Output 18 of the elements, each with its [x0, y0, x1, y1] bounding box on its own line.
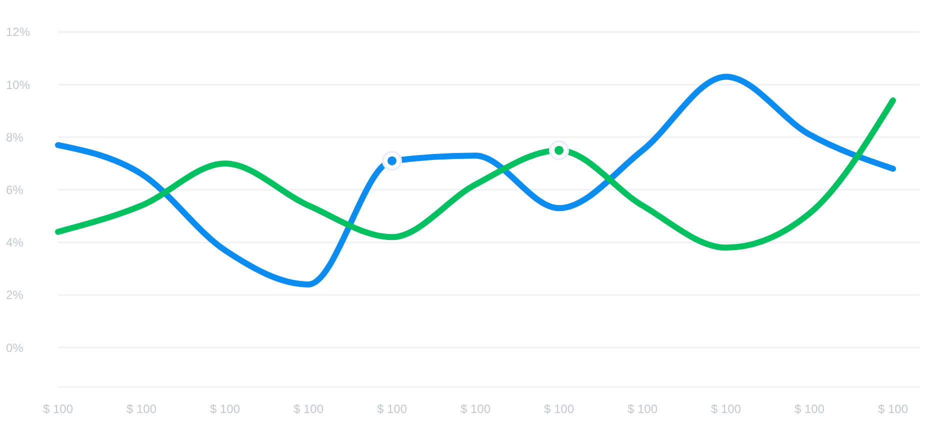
y-tick-label: 0%	[6, 340, 24, 355]
x-tick-label: $ 100	[293, 402, 324, 416]
x-tick-label: $ 100	[460, 402, 491, 416]
y-tick-label: 12%	[6, 25, 30, 40]
y-tick-label: 2%	[6, 288, 24, 302]
x-tick-label: $ 100	[794, 402, 825, 416]
x-tick-label: $ 100	[42, 402, 74, 416]
x-tick-label: $ 100	[627, 402, 658, 416]
x-tick-label: $ 100	[710, 402, 742, 416]
y-tick-label: 4%	[6, 236, 24, 250]
x-tick-label: $ 100	[210, 402, 240, 416]
x-tick-label: $ 100	[544, 402, 574, 416]
x-tick-label: $ 100	[126, 402, 157, 416]
y-tick-label: 6%	[6, 182, 24, 197]
x-tick-label: $ 100	[878, 402, 908, 416]
y-tick-label: 8%	[6, 130, 24, 144]
x-tick-label: $ 100	[376, 402, 408, 416]
y-tick-label: 10%	[6, 78, 30, 92]
